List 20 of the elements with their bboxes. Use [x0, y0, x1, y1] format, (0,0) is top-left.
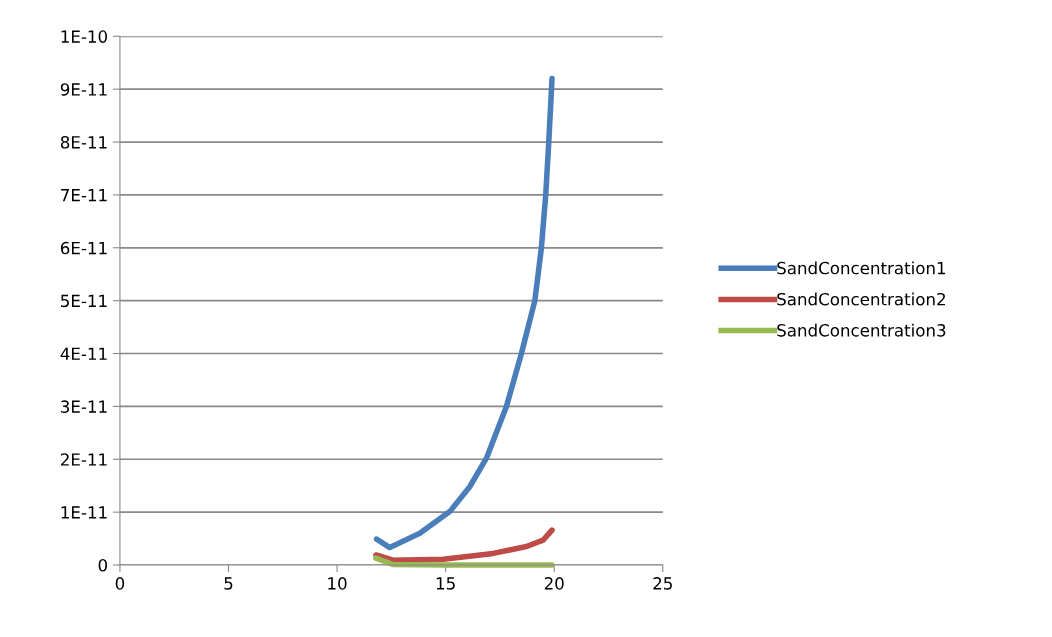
- y-tick-label: 7E-11: [61, 189, 107, 202]
- y-tick-label: 0: [98, 558, 108, 572]
- x-tick-label: 20: [544, 577, 564, 590]
- x-tick-label: 25: [653, 577, 672, 590]
- y-tick-label: 1E-11: [61, 506, 107, 519]
- legend-label: SandConcentration1: [777, 261, 946, 275]
- x-tick-label: 15: [436, 577, 455, 590]
- legend-label: SandConcentration3: [777, 323, 946, 337]
- y-tick-label: 1E-10: [61, 30, 108, 43]
- y-tick-label: 3E-11: [61, 400, 107, 413]
- x-tick-label: 0: [115, 577, 125, 590]
- y-tick-label: 9E-11: [60, 83, 107, 96]
- y-tick-label: 8E-11: [60, 136, 107, 149]
- y-tick-label: 4E-11: [60, 347, 107, 360]
- x-tick-label: 10: [328, 577, 347, 590]
- y-tick-label: 5E-11: [61, 294, 107, 308]
- legend-label: SandConcentration2: [777, 292, 945, 306]
- y-tick-label: 6E-11: [60, 241, 107, 255]
- x-tick-label: 5: [224, 577, 233, 590]
- y-tick-label: 2E-11: [60, 453, 107, 466]
